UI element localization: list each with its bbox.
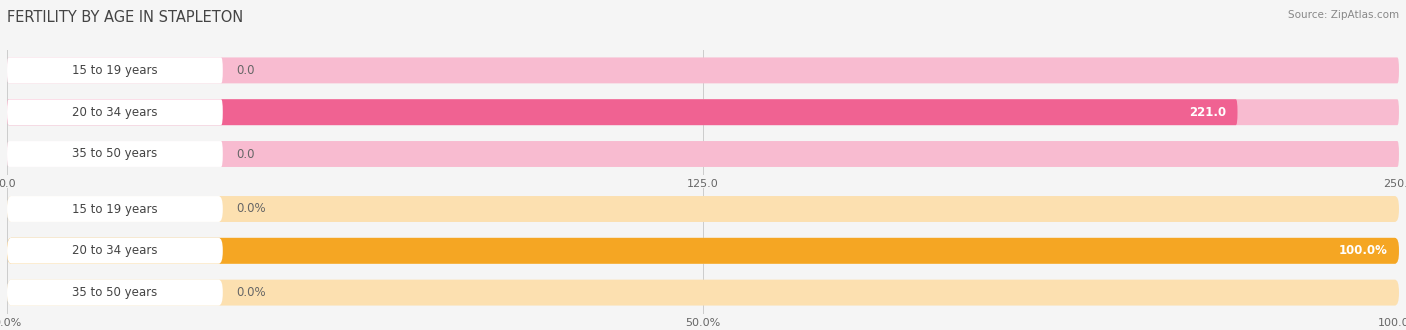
FancyBboxPatch shape bbox=[7, 238, 1399, 264]
Text: 35 to 50 years: 35 to 50 years bbox=[72, 148, 157, 160]
Text: 0.0: 0.0 bbox=[236, 148, 256, 160]
FancyBboxPatch shape bbox=[7, 141, 222, 167]
Text: FERTILITY BY AGE IN STAPLETON: FERTILITY BY AGE IN STAPLETON bbox=[7, 10, 243, 25]
Text: 0.0%: 0.0% bbox=[236, 203, 266, 215]
FancyBboxPatch shape bbox=[7, 57, 1399, 83]
FancyBboxPatch shape bbox=[7, 196, 222, 222]
Text: 0.0: 0.0 bbox=[236, 64, 256, 77]
Text: 15 to 19 years: 15 to 19 years bbox=[72, 203, 157, 215]
FancyBboxPatch shape bbox=[7, 238, 1399, 264]
Text: 20 to 34 years: 20 to 34 years bbox=[72, 106, 157, 119]
Text: 100.0%: 100.0% bbox=[1339, 244, 1388, 257]
FancyBboxPatch shape bbox=[7, 238, 222, 264]
Text: 15 to 19 years: 15 to 19 years bbox=[72, 64, 157, 77]
FancyBboxPatch shape bbox=[7, 99, 222, 125]
FancyBboxPatch shape bbox=[7, 280, 1399, 306]
FancyBboxPatch shape bbox=[7, 196, 1399, 222]
FancyBboxPatch shape bbox=[7, 280, 222, 306]
FancyBboxPatch shape bbox=[7, 99, 1237, 125]
FancyBboxPatch shape bbox=[7, 57, 222, 83]
FancyBboxPatch shape bbox=[7, 141, 1399, 167]
Text: 20 to 34 years: 20 to 34 years bbox=[72, 244, 157, 257]
FancyBboxPatch shape bbox=[7, 99, 1399, 125]
Text: 0.0%: 0.0% bbox=[236, 286, 266, 299]
Text: 35 to 50 years: 35 to 50 years bbox=[72, 286, 157, 299]
Text: 221.0: 221.0 bbox=[1189, 106, 1226, 119]
Text: Source: ZipAtlas.com: Source: ZipAtlas.com bbox=[1288, 10, 1399, 20]
